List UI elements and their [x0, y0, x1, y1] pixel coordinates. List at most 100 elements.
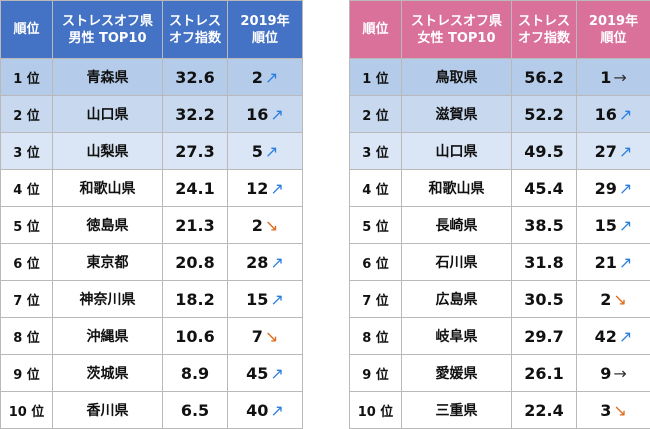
trend-down-icon: ↘: [264, 326, 279, 346]
prefecture-cell: 和歌山県: [52, 169, 163, 207]
prev-rank-value: 27: [594, 141, 617, 161]
table-row: 3 位山口県 49.5 27 ↗: [349, 132, 650, 170]
table-row: 6 位東京都 20.8 28 ↗: [0, 243, 303, 281]
trend-up-icon: ↗: [618, 252, 633, 272]
prev-rank-value: 15: [594, 215, 617, 235]
trend-up-icon: ↗: [264, 67, 279, 87]
women-header-index-line1: ストレス: [517, 13, 570, 29]
table-row: 2 位滋賀県 52.2 16 ↗: [349, 95, 650, 133]
stress-off-index-cell: 21.3: [162, 206, 228, 244]
prev-rank-value: 2: [600, 289, 612, 309]
trend-down-icon: ↘: [613, 400, 627, 420]
men-header-prefecture-line2: 男性 TOP10: [68, 30, 147, 46]
prev-rank-cell: 16 ↗: [576, 95, 650, 133]
trend-up-icon: ↗: [270, 104, 284, 124]
prefecture-cell: 三重県: [401, 391, 512, 429]
table-row: 7 位神奈川県 18.2 15 ↗: [0, 280, 303, 318]
trend-flat-icon: →: [613, 67, 627, 87]
stress-off-index-cell: 20.8: [162, 243, 228, 281]
prefecture-cell: 香川県: [52, 391, 163, 429]
prev-rank-cell: 42 ↗: [576, 317, 650, 355]
table-row: 1 位青森県 32.6 2 ↗: [0, 58, 303, 96]
rank-cell: 3 位: [0, 132, 53, 170]
table-row: 8 位沖縄県 10.6 7 ↘: [0, 317, 303, 355]
prev-rank-value: 16: [246, 104, 269, 124]
prev-rank-value: 1: [600, 67, 612, 87]
prev-rank-cell: 45 ↗: [227, 354, 303, 392]
prev-rank-cell: 2 ↘: [227, 206, 303, 244]
prefecture-cell: 岐阜県: [401, 317, 512, 355]
rank-cell: 9 位: [0, 354, 53, 392]
stress-off-index-cell: 29.7: [511, 317, 577, 355]
women-header-prev-line2: 順位: [600, 30, 627, 46]
stress-off-index-cell: 49.5: [511, 132, 577, 170]
prev-rank-value: 3: [600, 400, 612, 420]
women-header-rank: 順位: [349, 0, 402, 59]
prev-rank-cell: 15 ↗: [576, 206, 650, 244]
prefecture-cell: 茨城県: [52, 354, 163, 392]
men-header-prev-line1: 2019年: [240, 13, 290, 29]
prefecture-cell: 青森県: [52, 58, 163, 96]
prev-rank-value: 12: [246, 178, 269, 198]
table-row: 9 位愛媛県 26.1 9 →: [349, 354, 650, 392]
stress-off-index-cell: 8.9: [162, 354, 228, 392]
table-row: 6 位石川県 31.8 21 ↗: [349, 243, 650, 281]
prefecture-cell: 神奈川県: [52, 280, 163, 318]
stress-off-index-cell: 18.2: [162, 280, 228, 318]
prefecture-cell: 山口県: [52, 95, 163, 133]
trend-up-icon: ↗: [270, 363, 284, 383]
stress-off-index-cell: 10.6: [162, 317, 228, 355]
table-row: 1 位鳥取県 56.2 1 →: [349, 58, 650, 96]
table-row: 4 位和歌山県 45.4 29 ↗: [349, 169, 650, 207]
rank-cell: 5 位: [0, 206, 53, 244]
table-row: 7 位広島県 30.5 2 ↘: [349, 280, 650, 318]
prev-rank-cell: 5 ↗: [227, 132, 303, 170]
men-header-prefecture: ストレスオフ県 男性 TOP10: [52, 0, 163, 59]
trend-up-icon: ↗: [270, 178, 284, 198]
rank-cell: 1 位: [349, 58, 402, 96]
women-header-row: 順位 ストレスオフ県 女性 TOP10 ストレス オフ指数 2019年 順位: [349, 0, 650, 59]
prefecture-cell: 長崎県: [401, 206, 512, 244]
women-header-prefecture-line1: ストレスオフ県: [410, 13, 502, 29]
women-header-index-line2: オフ指数: [517, 30, 570, 46]
stress-off-index-cell: 52.2: [511, 95, 577, 133]
prev-rank-cell: 3 ↘: [576, 391, 650, 429]
prev-rank-value: 2: [251, 67, 263, 87]
prev-rank-value: 16: [594, 104, 617, 124]
prefecture-cell: 滋賀県: [401, 95, 512, 133]
prev-rank-value: 5: [251, 141, 263, 161]
table-row: 10 位香川県 6.5 40 ↗: [0, 391, 303, 429]
prev-rank-cell: 16 ↗: [227, 95, 303, 133]
prev-rank-cell: 7 ↘: [227, 317, 303, 355]
prefecture-cell: 石川県: [401, 243, 512, 281]
stress-off-index-cell: 32.2: [162, 95, 228, 133]
prev-rank-value: 42: [594, 326, 617, 346]
trend-down-icon: ↘: [264, 215, 279, 235]
men-header-prev-rank: 2019年 順位: [227, 0, 303, 59]
women-header-prev-rank: 2019年 順位: [576, 0, 650, 59]
prefecture-cell: 山梨県: [52, 132, 163, 170]
men-header-index-line2: オフ指数: [168, 30, 221, 46]
prev-rank-value: 7: [251, 326, 263, 346]
trend-up-icon: ↗: [618, 178, 633, 198]
stress-off-index-cell: 56.2: [511, 58, 577, 96]
table-row: 4 位和歌山県 24.1 12 ↗: [0, 169, 303, 207]
prev-rank-value: 9: [600, 363, 612, 383]
men-header-prefecture-line1: ストレスオフ県: [61, 13, 153, 29]
men-header-index: ストレス オフ指数: [162, 0, 228, 59]
stress-off-index-cell: 38.5: [511, 206, 577, 244]
trend-up-icon: ↗: [270, 252, 284, 272]
trend-up-icon: ↗: [270, 400, 284, 420]
stress-off-index-cell: 6.5: [162, 391, 228, 429]
rank-cell: 1 位: [0, 58, 53, 96]
prev-rank-cell: 27 ↗: [576, 132, 650, 170]
women-header-prev-line1: 2019年: [588, 13, 639, 29]
stress-off-index-cell: 22.4: [511, 391, 577, 429]
rank-cell: 6 位: [349, 243, 402, 281]
prev-rank-cell: 40 ↗: [227, 391, 303, 429]
trend-flat-icon: →: [613, 363, 627, 383]
table-row: 5 位長崎県 38.5 15 ↗: [349, 206, 650, 244]
women-header-prefecture-line2: 女性 TOP10: [417, 30, 496, 46]
prefecture-cell: 山口県: [401, 132, 512, 170]
prev-rank-value: 21: [594, 252, 617, 272]
